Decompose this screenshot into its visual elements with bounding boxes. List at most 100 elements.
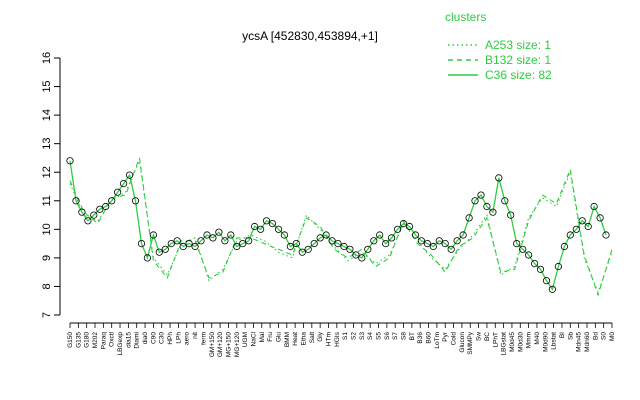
x-tick-label: LBGexp (117, 332, 124, 356)
x-tick-label: MG+120 (234, 332, 241, 357)
x-tick-label: M0d30 (517, 332, 524, 352)
data-point (423, 240, 431, 248)
data-point (227, 231, 235, 239)
x-tick-label: LoTm (434, 332, 441, 349)
data-point (179, 242, 187, 251)
data-point (72, 197, 80, 205)
x-tick-label: dia15 (125, 332, 132, 348)
legend-title: clusters (445, 10, 486, 24)
x-tick-label: S3 (359, 332, 366, 340)
series-group (66, 157, 613, 297)
x-tick-label: Sw (476, 332, 483, 341)
data-point (304, 245, 312, 253)
data-point (262, 217, 271, 225)
x-tick-label: GM+120 (217, 332, 224, 357)
x-tick-label: Glu (275, 332, 282, 343)
x-tick-label: aero (184, 332, 191, 345)
data-point (268, 220, 277, 228)
x-tick-label: LPh (175, 332, 182, 344)
data-point (328, 237, 336, 245)
data-point (358, 254, 366, 262)
data-point (417, 237, 425, 245)
data-point (274, 225, 283, 233)
y-axis: 7 8 9 10 11 12 13 14 15 16 (41, 52, 61, 318)
y-tick-label: 13 (41, 138, 53, 150)
data-point (524, 251, 533, 259)
data-point (376, 231, 384, 239)
data-point (173, 237, 181, 245)
data-point (256, 225, 265, 233)
data-point (459, 231, 467, 239)
data-point (340, 242, 348, 251)
data-point (215, 228, 223, 236)
data-point (280, 231, 288, 239)
x-tick-label: dia0 (142, 332, 149, 345)
series-line (69, 157, 613, 297)
data-point (209, 234, 217, 242)
data-point (364, 245, 372, 253)
x-tick-label: Glucon (459, 332, 466, 353)
x-tick-label: SMMPy (467, 331, 474, 355)
data-point (298, 248, 306, 256)
x-tick-label: HGIs (334, 331, 341, 347)
data-point (239, 240, 247, 248)
data-point (316, 234, 324, 242)
x-tick-label: BI (559, 332, 566, 338)
x-tick-label: Lbstat (551, 332, 558, 350)
data-point (185, 240, 193, 248)
data-point (292, 240, 300, 248)
data-point (155, 248, 163, 256)
x-tick-label: S8 (401, 332, 408, 340)
x-tick-label: Etha (300, 332, 307, 346)
data-point (84, 217, 92, 225)
series-line (69, 160, 607, 291)
data-point (566, 231, 574, 239)
data-point (149, 231, 157, 239)
data-point (393, 225, 402, 233)
x-tick-label: M0d45 (509, 332, 516, 352)
x-tick-label: LBGstat (501, 332, 508, 356)
data-point (90, 211, 98, 219)
chart-title: ycsA [452830,453894,+1] (242, 29, 378, 43)
data-point (167, 240, 175, 248)
data-point (453, 237, 461, 245)
data-point (161, 245, 169, 253)
legend-label: B132 size: 1 (485, 53, 551, 67)
y-tick-label: 14 (41, 109, 53, 121)
x-tick-label: HPh (167, 332, 174, 345)
x-tick-label: Pyr (442, 331, 449, 342)
x-tick-label: BC (484, 332, 491, 341)
x-tick-label: Diami (134, 332, 141, 349)
data-point (346, 245, 354, 253)
data-point (590, 202, 598, 211)
x-tick-label: UGM (242, 332, 249, 347)
legend-label: A253 size: 1 (485, 38, 551, 52)
data-point (513, 240, 521, 248)
data-point (251, 222, 259, 231)
data-point (560, 242, 569, 251)
x-tick-label: Bd (592, 332, 599, 340)
x-tick-label: Cold (451, 332, 458, 346)
data-point (483, 202, 491, 211)
data-point (143, 254, 151, 262)
data-point (126, 171, 134, 179)
x-tick-label: Fru (267, 332, 274, 342)
x-tick-label: BT (409, 332, 416, 340)
data-point (578, 217, 586, 225)
x-tick-label: S6 (384, 332, 391, 340)
x-tick-label: B36 (417, 332, 424, 344)
y-tick-label: 9 (41, 255, 53, 261)
x-tick-label: S7 (392, 332, 399, 340)
x-tick-label: S2 (351, 332, 358, 340)
data-point (495, 174, 503, 182)
data-point (191, 242, 199, 251)
x-tick-label: M0 (609, 332, 616, 341)
data-point (429, 242, 437, 251)
data-point (519, 245, 527, 253)
data-point (286, 242, 294, 251)
data-point (465, 214, 473, 222)
series-line (69, 158, 613, 294)
x-tick-label: Mdn60 (584, 332, 591, 352)
data-point (501, 197, 509, 205)
data-point (548, 285, 557, 293)
